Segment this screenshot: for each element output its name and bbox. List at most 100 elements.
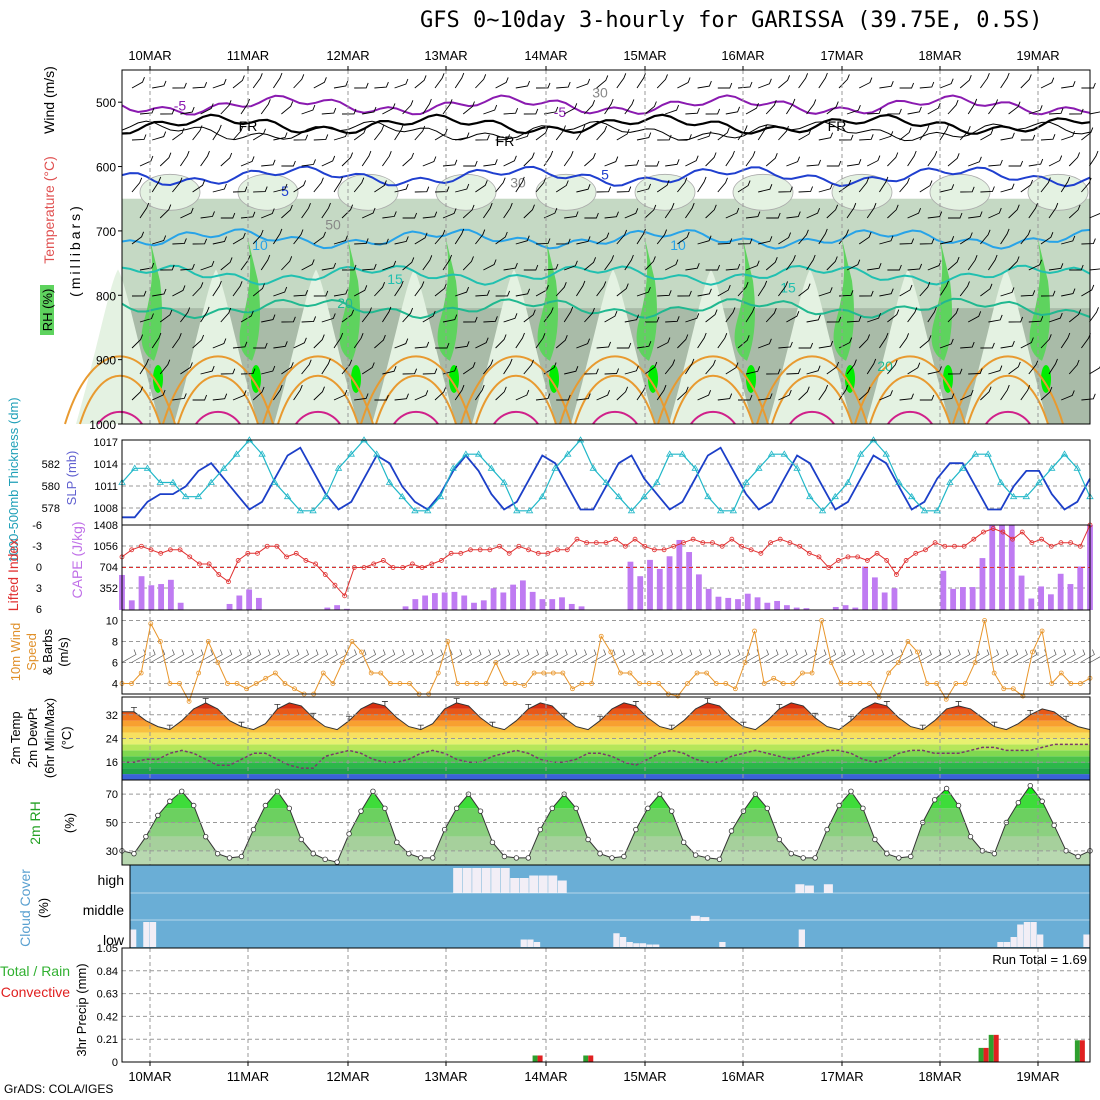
wind-barb [596,390,611,401]
wind-barb [321,313,336,323]
lifted-index-marker [313,561,319,567]
wind-barb [362,207,376,219]
wind-barb [402,368,418,375]
lifted-index-marker [758,550,764,556]
temp-minmax-whisker [704,698,711,703]
wind-barb [351,649,367,663]
wind-barb [503,155,517,167]
wind-barb [1040,77,1055,89]
wind-speed-marker [368,670,374,676]
wind-barb [252,229,264,245]
wind-barb [717,284,731,297]
wind-barb [867,313,882,323]
wind-barb [275,649,290,663]
wind-barb [798,128,812,141]
wind-barb [293,384,303,401]
lifted-index-marker [274,543,280,549]
cape-bar [519,580,526,610]
wind-barb [960,341,975,349]
wind-speed-marker [752,628,757,634]
wind-barb [293,337,307,349]
wind-barb [1061,390,1075,401]
wind-barb [685,263,700,271]
cloud-layer-label: middle [83,902,124,918]
lifted-index-marker [332,582,338,588]
wind-barb [1048,358,1058,375]
wind-barb [846,202,857,219]
precip-total-bar [1074,1040,1080,1062]
wind-speed-marker [627,670,633,676]
thickness-marker [500,478,508,485]
cape-axis-label: CAPE (J/kg) [69,521,85,598]
wind-barb [657,290,672,297]
lifted-index-marker [506,550,512,556]
wind-barb [140,649,156,663]
thickness-marker [131,464,139,471]
thickness-marker [678,450,687,457]
wind-barb [475,290,490,297]
wind-barb [576,338,591,349]
panel-2m-rh: 70 50 30 2m RH (%) [27,780,1093,865]
chart-title: GFS 0~10day 3-hourly for GARISSA (39.75E… [420,8,1043,33]
lifted-index-marker [806,550,812,556]
lifted-index-marker [681,540,686,546]
isotherm-warm-dome [789,410,835,425]
wind-barb [543,207,558,219]
wind-barb [535,333,546,349]
cape-bar [959,587,966,610]
cloud-low-bar [626,942,633,947]
wind-barb [466,649,482,663]
wind-barb [831,649,846,663]
cloud-low-bar [1003,942,1011,947]
wind-barb [261,159,276,167]
wind-barb [1068,204,1081,219]
wind-barb [353,333,364,349]
wind-barb [172,238,187,245]
wind-barb [639,649,654,663]
wind-barb [382,151,392,167]
rh-marker [967,833,974,840]
thickness-marker [283,492,292,500]
temperature-axis-label: Temperature (°C) [41,156,57,264]
thickness-marker [169,478,177,485]
wind-barb [555,282,567,297]
wind-barb [438,649,453,663]
wind-barb [434,229,446,245]
wind-speed-marker [867,681,872,686]
cape-bar [666,556,673,610]
panel-cape-lifted-index: 1408 1056 704 352 -6 -3 0 3 6 Lifted Index CAPE (J… [5,520,1093,616]
wind-barb [313,231,326,245]
wind-barb [260,99,271,115]
rh-marker [1015,799,1021,806]
isotherm-warm-dome [574,374,656,425]
date-label-top: 10MAR [128,48,171,63]
wind-barb [240,211,256,219]
thickness-marker [907,492,916,500]
cape-tick-label: 1408 [94,520,118,532]
cloud-high-bar [462,868,472,893]
isotherm-label: FR [496,133,515,149]
wind-barb [131,386,144,401]
cloud-layer-label: high [98,872,124,888]
temp-minmax-whisker [130,706,137,712]
temp-band [122,708,1090,715]
wind-barb [495,649,511,663]
lifted-index-marker [148,547,154,553]
isotherm-warm-dome [756,355,868,425]
wind-barb [353,127,367,141]
wind-barb [462,101,475,115]
wind-barb [1081,238,1096,245]
wind-barb [919,238,935,245]
cape-bar [1067,584,1074,610]
lifted-index-marker [264,543,270,549]
wind-barb [192,82,208,89]
cloud-low-bar [653,944,660,947]
thickness-marker [615,492,623,500]
wind-speed-marker [157,639,163,644]
wind-speed-marker [196,670,202,676]
wind-barb [939,338,954,349]
temp-minmax-whisker [955,701,962,706]
rh-saturated-cell [153,364,163,393]
rh-marker [1051,822,1057,829]
wind-barb [705,108,721,115]
